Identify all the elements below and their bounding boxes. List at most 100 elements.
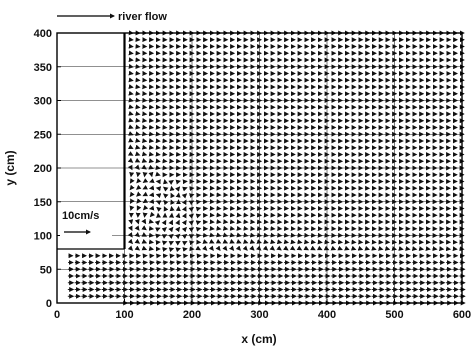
velocity-vector [337,245,343,251]
velocity-vector [263,239,269,245]
velocity-vector [128,219,134,225]
velocity-vector [148,171,154,178]
velocity-vector [249,239,256,244]
velocity-vector [350,245,357,251]
velocity-vector [142,184,149,190]
y-tick-label: 150 [34,197,52,209]
velocity-vector [371,245,377,251]
velocity-vector [182,247,188,252]
y-tick-label: 200 [34,163,52,175]
velocity-vector [189,260,196,266]
velocity-vector [129,178,135,184]
velocity-vector [181,219,187,226]
velocity-vector [195,206,202,212]
velocity-vector [249,232,256,238]
velocity-vector [181,241,188,246]
velocity-vector [276,245,282,251]
velocity-vector [127,245,134,251]
velocity-vector [135,117,141,123]
velocity-vector [168,226,174,233]
velocity-vector [128,131,134,136]
velocity-vector [134,245,141,251]
velocity-vector [209,238,215,244]
velocity-vector [175,226,181,233]
velocity-vector [141,151,148,157]
x-tick-label: 500 [385,309,403,321]
velocity-vector [330,245,337,251]
velocity-vector [181,206,187,212]
velocity-vector [242,245,248,251]
velocity-vector [129,171,135,178]
x-tick-label: 300 [250,309,268,321]
velocity-vector [155,165,161,170]
velocity-vector [128,137,134,143]
velocity-vector [189,240,195,246]
velocity-vector [136,198,142,204]
vector-field [67,30,466,306]
velocity-vector [175,240,181,246]
velocity-vector [135,131,141,137]
x-tick-label: 200 [183,309,201,321]
velocity-vector [161,219,167,226]
velocity-vector [155,158,161,164]
velocity-vector [323,245,330,251]
axis-ticks: 0 100 200 300 400 500 600 0 50 100 150 200 250 300 350… [34,28,472,321]
velocity-vector [155,260,162,266]
velocity-vector [175,219,180,226]
reference-vector-label: 10cm/s [62,210,99,222]
velocity-vector [127,232,133,238]
velocity-vector [168,180,174,185]
velocity-vector [297,239,303,245]
velocity-vector [310,245,316,251]
velocity-vector [168,247,175,253]
velocity-vector [290,239,296,245]
velocity-vector [163,206,169,212]
velocity-vector [141,239,148,244]
velocity-vector [129,205,135,211]
velocity-vector [303,245,310,251]
velocity-vector [188,200,195,206]
velocity-vector [148,144,155,150]
velocity-vector [202,245,208,251]
velocity-vector [128,70,134,76]
velocity-vector [364,245,370,251]
velocity-vector [148,151,155,157]
velocity-vector [344,245,350,251]
velocity-vector [310,239,317,245]
velocity-vector [163,199,169,206]
velocity-vector [195,220,202,226]
velocity-vector [243,232,249,238]
velocity-vector [425,246,431,252]
velocity-vector [141,218,147,225]
velocity-vector [141,232,148,237]
velocity-vector [229,232,236,238]
velocity-vector [155,193,162,199]
velocity-vector [148,164,154,170]
velocity-vector [270,239,276,245]
velocity-vector [136,184,142,190]
velocity-vector [168,233,174,239]
velocity-vector [134,238,141,244]
velocity-vector [175,179,182,185]
velocity-vector [229,239,235,244]
velocity-vector [181,226,188,233]
y-tick-label: 350 [34,62,52,74]
velocity-vector [136,205,142,211]
velocity-vector [188,234,195,239]
velocity-vector [175,186,181,192]
velocity-vector [129,198,135,205]
velocity-vector [161,240,168,246]
velocity-vector [134,151,141,157]
velocity-vector [188,193,195,199]
velocity-vector [215,238,222,244]
velocity-vector [236,225,242,231]
velocity-vector [128,124,134,130]
velocity-vector [129,191,135,198]
velocity-vector [141,225,147,231]
velocity-vector [148,185,155,191]
x-axis-title: x (cm) [241,332,276,346]
velocity-vector [141,131,148,137]
velocity-vector [283,245,289,251]
velocity-vector [181,193,188,199]
velocity-vector [162,193,169,199]
